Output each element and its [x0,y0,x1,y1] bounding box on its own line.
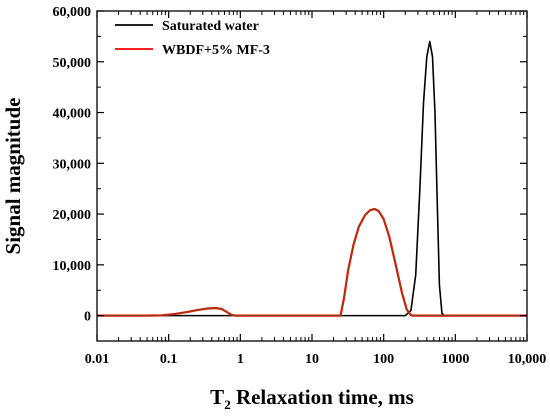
legend-label-wbdf: WBDF+5% MF-3 [162,43,270,58]
legend-label-saturated-water: Saturated water [162,19,259,34]
series-line-saturated-water [97,40,527,317]
legend: Saturated water WBDF+5% MF-3 [115,19,270,58]
series-line-wbdf-overlay [97,208,527,317]
x-tick-label: 10 [305,352,319,367]
y-tick-label: 10,000 [53,259,92,274]
y-axis-title: Signal magnitude [1,98,25,255]
y-tick-label: 20,000 [53,208,92,223]
x-tick-label: 0.01 [85,352,110,367]
x-axis-title: T2 Relaxation time, ms [210,385,414,412]
plot-frame [96,10,528,342]
x-tick-label: 100 [373,352,394,367]
x-axis-title-rest: Relaxation time, ms [231,385,414,409]
x-tick-label: 1 [237,352,244,367]
y-tick-label: 0 [84,310,91,325]
y-tick-label: 50,000 [53,56,92,71]
x-axis: 0.01 0.1 1 10 100 1000 10,000 [85,11,547,367]
y-tick-label: 60,000 [53,5,92,20]
y-tick-label: 40,000 [53,107,92,122]
series-group [97,40,527,317]
x-tick-label: 0.1 [160,352,178,367]
series-line-wbdf [97,207,527,317]
y-axis: 0 10,000 20,000 30,000 40,000 50,000 60,000 [53,5,527,325]
x-axis-title-subscript: 2 [224,397,231,412]
x-tick-label: 10,000 [508,352,547,367]
y-tick-label: 30,000 [53,157,92,172]
x-tick-label: 1000 [441,352,469,367]
x-axis-title-symbol: T [210,385,224,409]
